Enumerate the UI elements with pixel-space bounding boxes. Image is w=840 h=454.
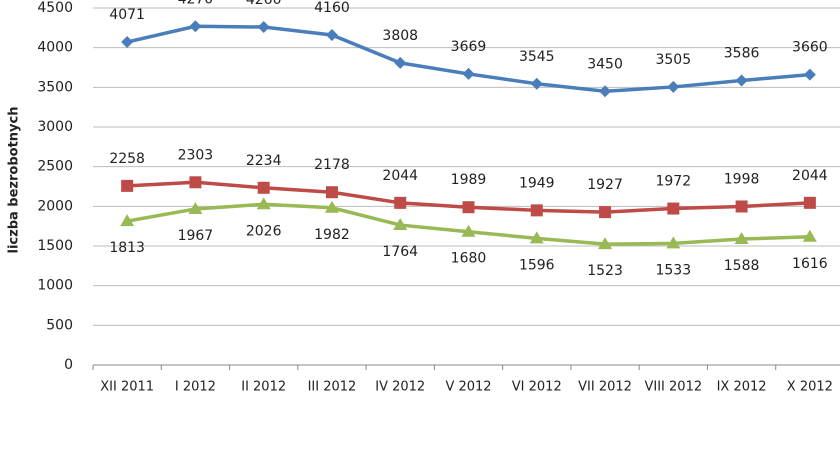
marker: [530, 204, 543, 217]
y-tick-label: 2000: [37, 198, 73, 214]
y-tick-label: 4000: [37, 40, 73, 56]
marker: [802, 229, 817, 242]
marker: [734, 232, 749, 245]
marker: [324, 200, 339, 213]
x-tick-label: V 2012: [445, 380, 491, 395]
marker: [667, 202, 680, 215]
marker: [667, 80, 680, 93]
y-tick-label: 500: [46, 317, 73, 333]
marker: [394, 56, 407, 69]
x-tick-label: VI 2012: [512, 380, 562, 395]
y-axis-label: liczba bezrobotnych: [7, 107, 22, 254]
x-tick-label: III 2012: [308, 380, 357, 395]
data-label: 4160: [314, 0, 350, 16]
data-label: 1680: [451, 251, 487, 267]
marker: [666, 236, 681, 249]
marker: [325, 28, 338, 41]
data-label: 3545: [519, 49, 555, 65]
marker: [530, 77, 543, 90]
data-label: 3669: [451, 39, 487, 55]
x-tick-label: II 2012: [241, 380, 286, 395]
data-label: 3586: [724, 46, 760, 62]
marker: [394, 196, 407, 209]
data-label: 1967: [178, 228, 214, 244]
marker: [803, 68, 816, 81]
y-tick-label: 1000: [37, 278, 73, 294]
data-label: 1596: [519, 257, 555, 273]
series-line: [126, 24, 811, 94]
marker: [599, 85, 612, 98]
marker: [598, 237, 613, 250]
x-tick-label: XII 2011: [100, 380, 154, 395]
data-label: 4270: [178, 0, 214, 7]
marker: [461, 224, 476, 237]
y-tick-label: 0: [64, 357, 73, 373]
marker: [256, 197, 271, 210]
marker: [735, 200, 748, 213]
data-label: 2044: [792, 168, 828, 184]
data-label: 1989: [451, 172, 487, 188]
data-label: 4260: [246, 0, 282, 8]
data-label: 1972: [655, 174, 691, 190]
y-tick-label: 1500: [37, 238, 73, 254]
data-label: 1533: [655, 262, 691, 278]
y-tick-label: 4500: [37, 0, 73, 16]
data-label: 3808: [382, 28, 418, 44]
marker: [735, 74, 748, 87]
data-label: 1982: [314, 227, 350, 243]
y-tick-label: 3000: [37, 119, 73, 135]
data-label: 1588: [724, 258, 760, 274]
data-label: 2258: [109, 151, 145, 167]
data-label: 1764: [382, 244, 418, 260]
data-label: 4071: [109, 7, 145, 23]
marker: [121, 179, 134, 192]
data-label: 2178: [314, 157, 350, 173]
data-label: 2026: [246, 223, 282, 239]
marker: [257, 21, 270, 34]
data-label: 1616: [792, 256, 828, 272]
marker: [393, 218, 408, 231]
marker: [120, 214, 135, 227]
data-label: 2044: [382, 168, 418, 184]
data-label: 3505: [655, 52, 691, 68]
marker: [803, 196, 816, 209]
marker: [189, 176, 202, 189]
marker: [462, 67, 475, 80]
y-tick-label: 3500: [37, 79, 73, 95]
marker: [462, 201, 475, 214]
marker: [121, 36, 134, 49]
marker: [529, 231, 544, 244]
x-tick-label: VIII 2012: [645, 380, 703, 395]
x-tick-label: IV 2012: [375, 380, 425, 395]
x-tick-label: X 2012: [787, 380, 833, 395]
marker: [325, 186, 338, 199]
x-tick-label: I 2012: [175, 380, 216, 395]
x-tick-label: IX 2012: [717, 380, 767, 395]
data-label: 1813: [109, 240, 145, 256]
data-label: 3660: [792, 40, 828, 56]
data-label: 1927: [587, 177, 623, 193]
data-label: 3450: [587, 56, 623, 72]
marker: [257, 181, 270, 194]
marker: [189, 20, 202, 33]
x-tick-label: VII 2012: [578, 380, 632, 395]
data-label: 1523: [587, 263, 623, 279]
marker: [188, 201, 203, 214]
y-tick-label: 2500: [37, 159, 73, 175]
marker: [599, 206, 612, 219]
data-label: 1949: [519, 175, 555, 191]
data-label: 1998: [724, 171, 760, 187]
data-label: 2303: [178, 147, 214, 163]
data-label: 2234: [246, 153, 282, 169]
